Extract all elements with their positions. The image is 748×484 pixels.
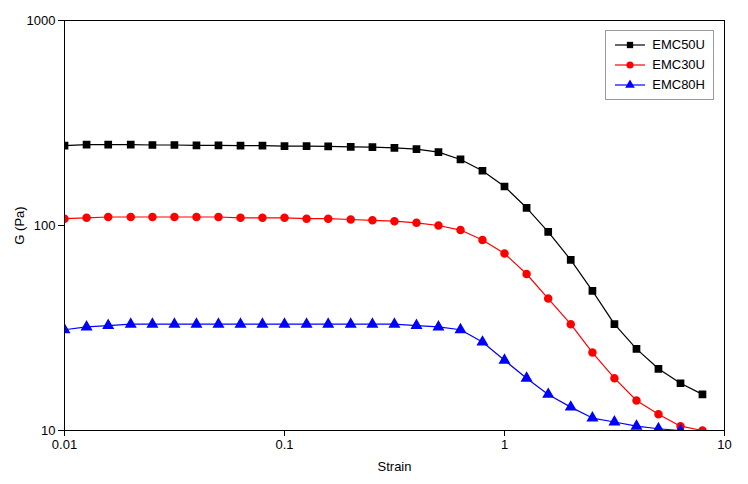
svg-text:100: 100	[34, 218, 56, 233]
svg-text:Strain: Strain	[378, 459, 412, 474]
html-text:EMC80H: EMC80H	[652, 77, 705, 92]
html-text:EMC30U: EMC30U	[652, 57, 705, 72]
html-text:EMC50U: EMC50U	[652, 37, 705, 52]
svg-text:0.01: 0.01	[52, 437, 77, 452]
svg-text:0.1: 0.1	[275, 437, 293, 452]
svg-text:10: 10	[41, 423, 55, 438]
svg-text:1: 1	[501, 437, 508, 452]
svg-text:10: 10	[717, 437, 731, 452]
svg-text:1000: 1000	[27, 13, 56, 28]
svg-text:G (Pa): G (Pa)	[12, 206, 27, 244]
